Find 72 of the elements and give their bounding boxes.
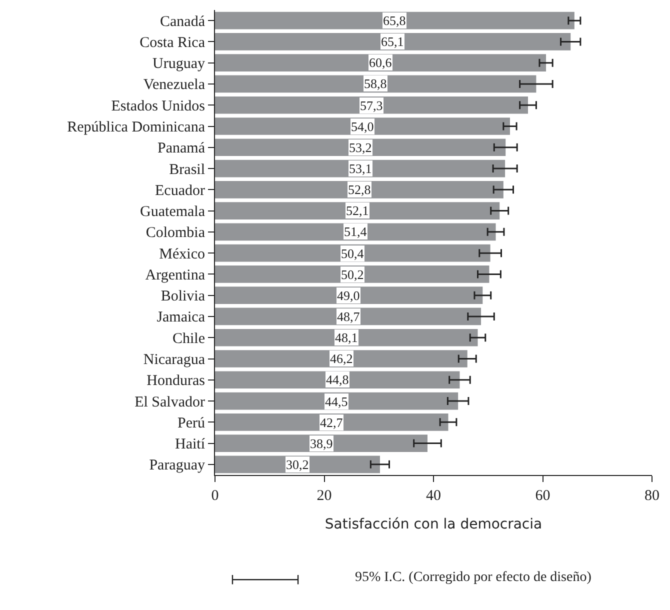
y-tick-label: El Salvador — [134, 394, 205, 410]
data-label: 30,2 — [286, 457, 309, 472]
y-tick-label: Chile — [172, 330, 206, 347]
x-tick-label: 0 — [211, 488, 219, 504]
bar — [215, 328, 478, 346]
y-tick-label: Perú — [178, 415, 206, 432]
x-tick-label: 60 — [535, 488, 550, 504]
y-tick-label: Argentina — [145, 267, 206, 284]
bar — [215, 75, 536, 93]
data-label: 52,1 — [346, 203, 369, 218]
data-label: 57,3 — [360, 98, 383, 113]
y-tick-label: Panamá — [158, 140, 206, 157]
bar — [215, 118, 510, 135]
data-label: 46,2 — [330, 351, 353, 366]
data-label: 44,5 — [325, 394, 348, 409]
bar — [215, 434, 428, 452]
y-tick-label: Nicaragua — [143, 352, 206, 368]
data-label: 50,2 — [341, 267, 364, 282]
y-tick-label: Paraguay — [149, 458, 206, 474]
y-tick-label: Guatemala — [140, 204, 206, 220]
x-tick-label: 80 — [644, 488, 660, 504]
y-tick-label: Ecuador — [155, 182, 205, 199]
x-tick-label: 40 — [426, 488, 441, 504]
bar — [215, 286, 483, 304]
bar — [215, 413, 448, 431]
y-tick-label: Costa Rica — [140, 34, 206, 51]
data-label: 65,1 — [381, 34, 404, 49]
data-label: 44,8 — [326, 372, 349, 387]
x-tick-label: 20 — [316, 488, 332, 504]
y-tick-label: Haití — [175, 436, 206, 453]
data-label: 42,7 — [320, 415, 344, 430]
y-tick-label: Honduras — [146, 373, 206, 390]
y-tick-label: República Dominicana — [67, 120, 206, 136]
bar — [215, 350, 468, 368]
data-label: 48,1 — [335, 330, 358, 345]
y-tick-label: Canadá — [160, 14, 206, 30]
y-tick-label: Colombia — [146, 225, 206, 242]
data-label: 38,9 — [310, 436, 333, 451]
bar — [215, 33, 571, 50]
y-tick-label: Estados Unidos — [111, 98, 206, 114]
y-tick-label: Brasil — [169, 162, 205, 178]
data-label: 54,0 — [351, 119, 374, 134]
bar — [215, 202, 500, 220]
bar — [215, 180, 504, 198]
data-label: 58,8 — [364, 76, 387, 91]
data-label: 65,8 — [383, 13, 406, 28]
bar — [215, 12, 574, 30]
bar — [215, 244, 490, 262]
y-tick-label: Uruguay — [152, 56, 206, 72]
data-label: 48,7 — [337, 309, 360, 324]
bar — [215, 308, 482, 326]
x-axis-title: Satisfacción con la democracia — [324, 516, 542, 532]
data-label: 53,1 — [349, 161, 372, 176]
data-label: 53,2 — [349, 140, 372, 155]
text: 95% I.C. (Corregido por efecto de diseño) — [355, 570, 592, 585]
data-label: 51,4 — [344, 224, 368, 239]
bar — [215, 160, 506, 178]
data-label: 60,6 — [369, 55, 392, 70]
data-label: 49,0 — [337, 288, 360, 303]
bar — [215, 138, 506, 156]
y-tick-label: Jamaica — [156, 310, 206, 326]
data-label: 52,8 — [348, 182, 371, 197]
bar — [215, 392, 458, 410]
bar — [215, 96, 528, 114]
bar — [215, 223, 496, 241]
bar — [215, 54, 546, 72]
bar — [215, 266, 490, 283]
y-tick-label: Venezuela — [143, 77, 206, 94]
bar — [215, 371, 460, 389]
y-tick-label: México — [159, 246, 205, 262]
data-label: 50,4 — [341, 246, 364, 261]
y-tick-label: Bolivia — [160, 288, 206, 305]
